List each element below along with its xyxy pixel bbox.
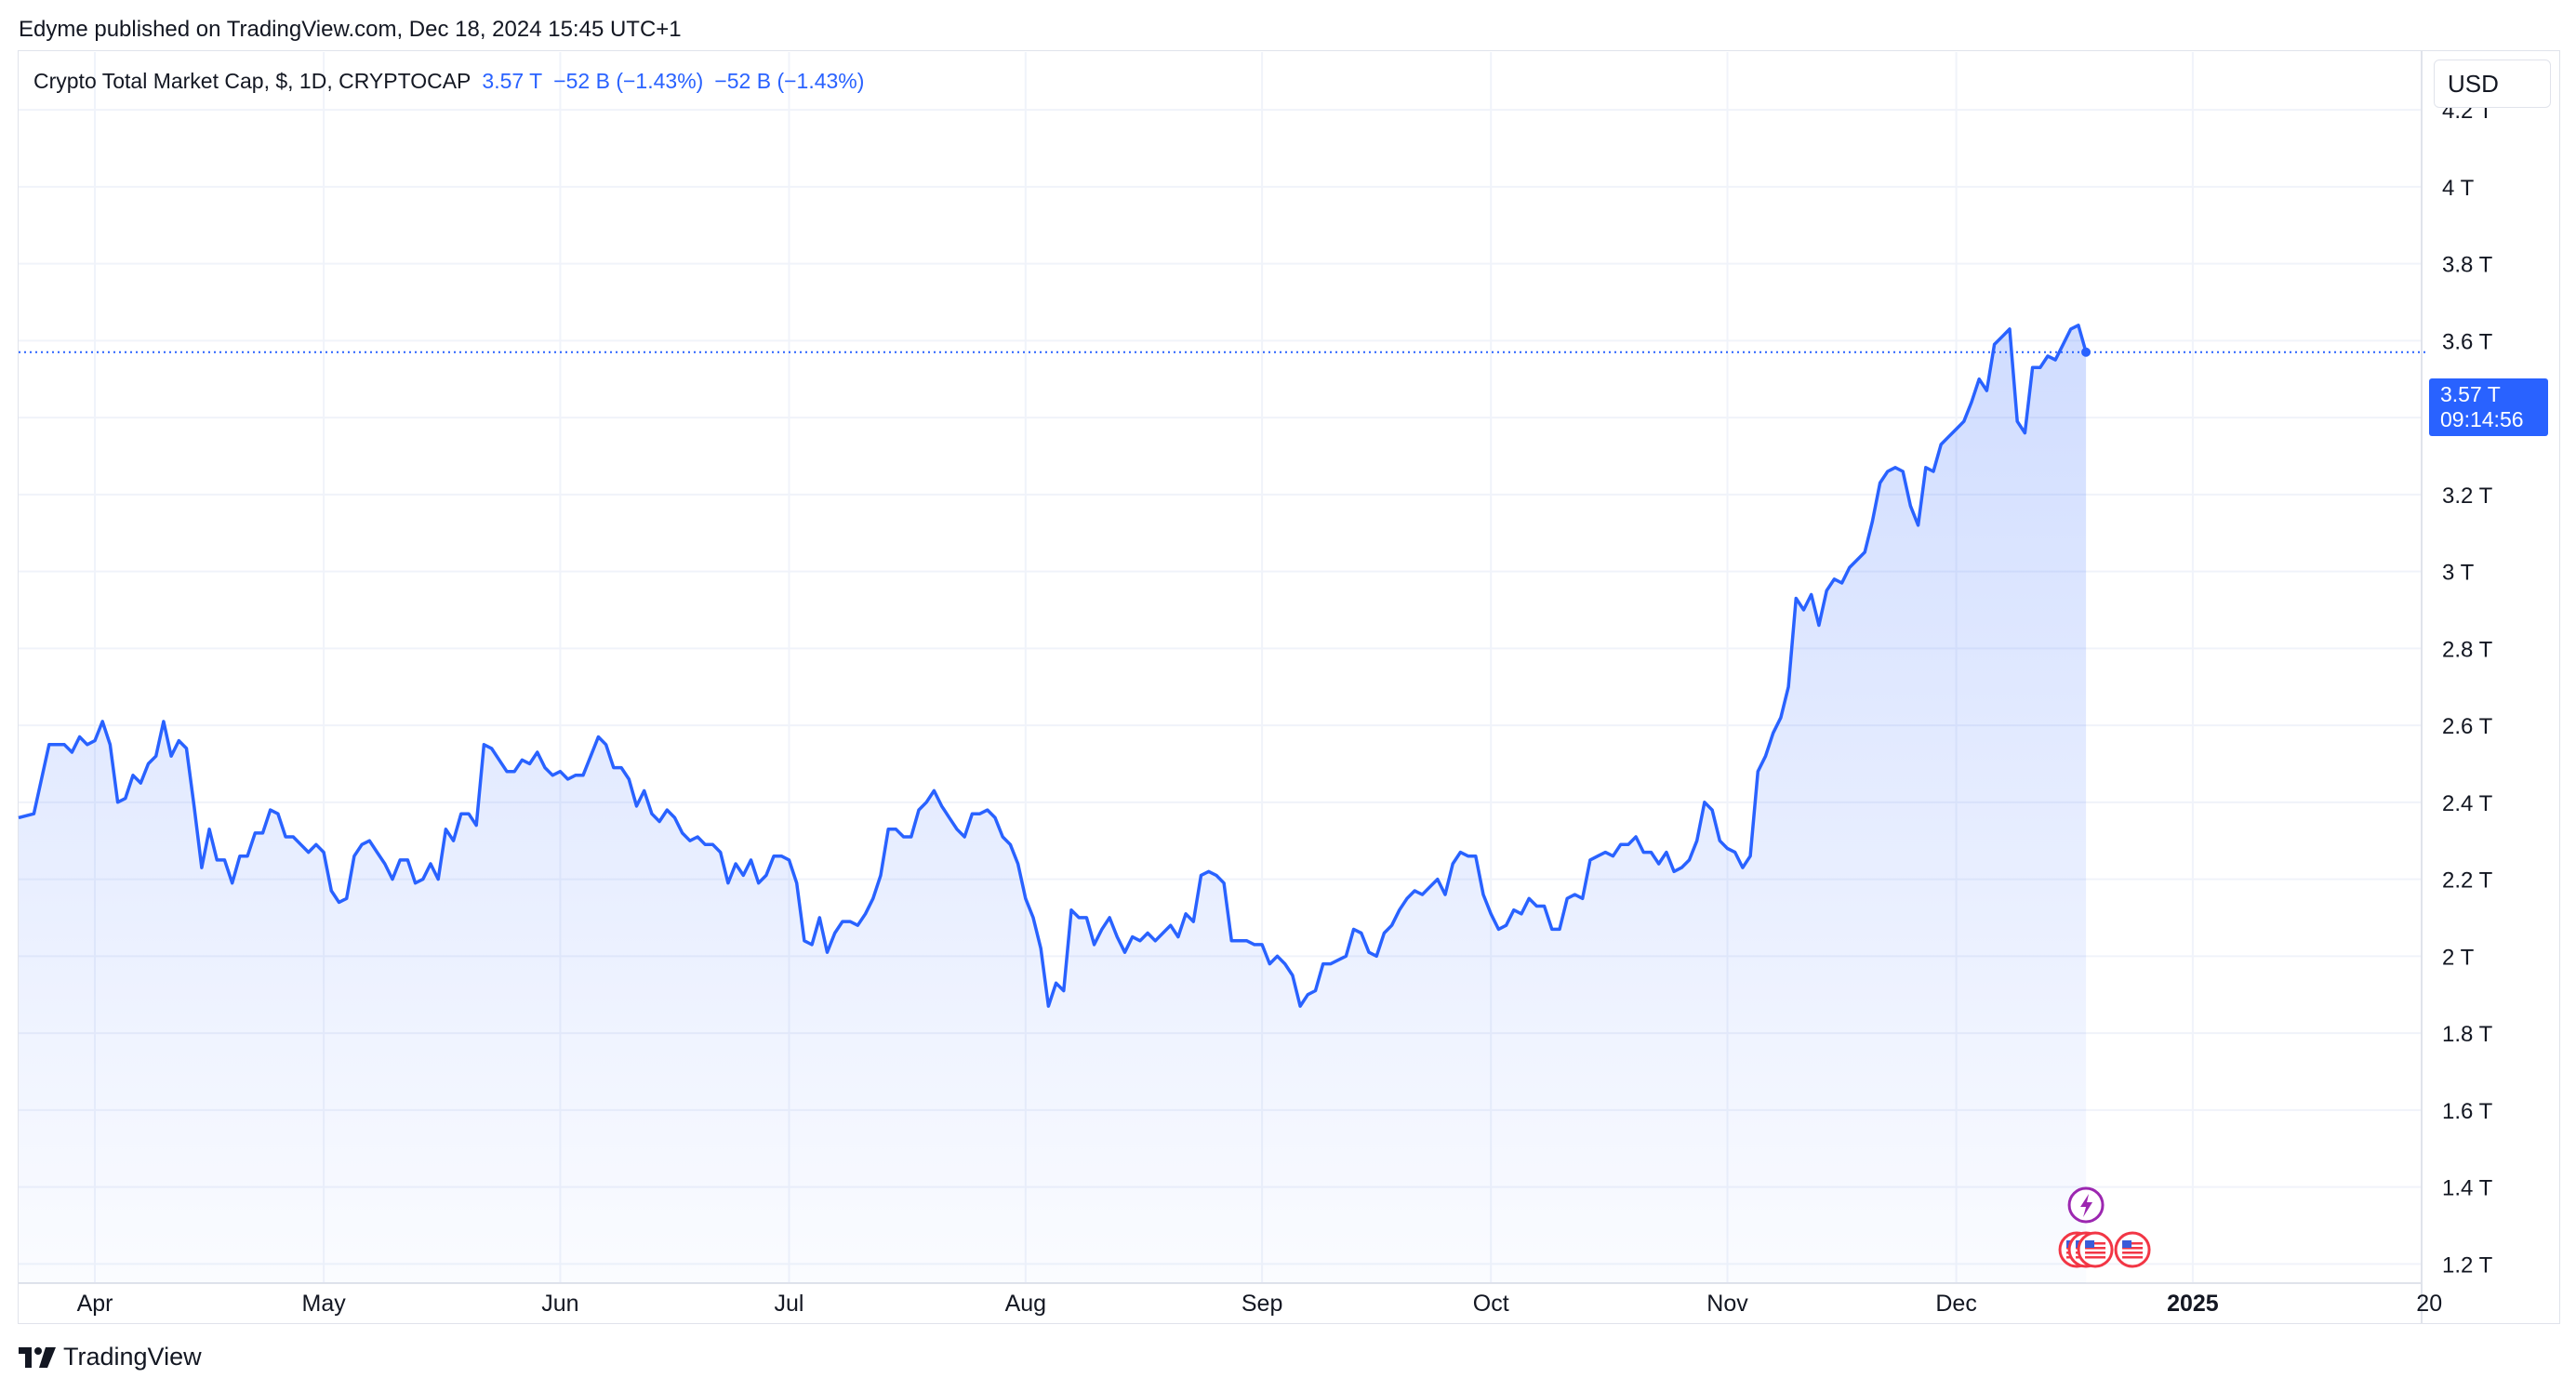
x-tick-label: Jul (775, 1291, 804, 1317)
currency-selector[interactable]: USD (2434, 60, 2551, 108)
flag-stripe (2122, 1252, 2144, 1254)
chart-frame (18, 50, 2560, 1324)
flag-stripe (2122, 1256, 2144, 1259)
change-value: −52 B (−1.43%) (553, 69, 704, 93)
us-flag-event-icon (2114, 1231, 2151, 1268)
y-tick-label: 2 T (2442, 945, 2475, 970)
y-tick-label: 2.2 T (2442, 868, 2493, 894)
y-tick-label: 3.2 T (2442, 484, 2493, 509)
symbol-title: Crypto Total Market Cap, $, 1D, CRYPTOCA… (33, 69, 471, 93)
series-line (18, 324, 2088, 1008)
y-tick-label: 1.6 T (2442, 1099, 2493, 1124)
publisher-caption: Edyme published on TradingView.com, Dec … (19, 17, 682, 42)
y-tick-label: 3.6 T (2442, 329, 2493, 354)
y-tick-label: 2.4 T (2442, 791, 2493, 816)
y-tick-label: 1.2 T (2442, 1252, 2493, 1278)
x-tick-label: 2025 (2167, 1291, 2219, 1317)
tradingview-logo-icon (19, 1346, 56, 1368)
last-value: 3.57 T (482, 69, 543, 93)
flag-canton (2085, 1240, 2095, 1248)
footer-brand[interactable]: TradingView (19, 1343, 202, 1371)
brand-name: TradingView (63, 1343, 202, 1371)
x-tick-label: Jun (541, 1291, 578, 1317)
x-tick-label: Apr (77, 1291, 113, 1317)
symbol-legend[interactable]: Crypto Total Market Cap, $, 1D, CRYPTOCA… (33, 69, 864, 94)
change-value-2: −52 B (−1.43%) (714, 69, 865, 93)
last-price-badge: 3.57 T 09:14:56 (2429, 378, 2548, 436)
flag-stripe (2122, 1247, 2144, 1250)
x-tick-label: Nov (1706, 1291, 1748, 1317)
x-tick-label: Oct (1473, 1291, 1509, 1317)
y-tick-label: 3 T (2442, 561, 2475, 586)
y-tick-label: 1.4 T (2442, 1176, 2493, 1201)
bar-countdown: 09:14:56 (2440, 407, 2524, 431)
x-tick-label: Aug (1005, 1291, 1046, 1317)
flag-stripe (2085, 1242, 2106, 1245)
y-tick-label: 3.8 T (2442, 253, 2493, 278)
lightning-event-icon (2067, 1186, 2105, 1224)
area-fill (19, 325, 2087, 1283)
flag-canton (2122, 1240, 2132, 1248)
y-tick-label: 2.8 T (2442, 637, 2493, 662)
x-tick-label: 20 (2416, 1291, 2442, 1317)
lightning-glyph (2080, 1194, 2093, 1217)
x-axis: Apr May Jun Jul Aug Sep Oct Nov Dec 2025 20 (77, 1291, 2443, 1317)
flag-stripe (2122, 1242, 2144, 1245)
x-tick-label: Dec (1935, 1291, 1976, 1317)
y-axis: 1.2 T 1.4 T 1.6 T 1.8 T 2 T 2.2 T 2.4 T 2.6 T 2.… (2442, 99, 2493, 1278)
flag-stripe (2085, 1256, 2106, 1259)
plot-area (18, 324, 2429, 1283)
x-tick-label: May (302, 1291, 347, 1317)
y-tick-label: 4 T (2442, 176, 2475, 201)
flag-stripe (2085, 1252, 2106, 1254)
last-price-label: 3.57 T (2440, 382, 2501, 406)
flag-stripe (2085, 1247, 2106, 1250)
us-flag-event-icon (2077, 1231, 2114, 1268)
flag-ring (2114, 1231, 2151, 1268)
flag-ring (2077, 1231, 2114, 1268)
x-tick-label: Sep (1242, 1291, 1282, 1317)
y-tick-label: 1.8 T (2442, 1022, 2493, 1047)
last-point-marker (2081, 347, 2091, 357)
y-tick-label: 2.6 T (2442, 714, 2493, 739)
